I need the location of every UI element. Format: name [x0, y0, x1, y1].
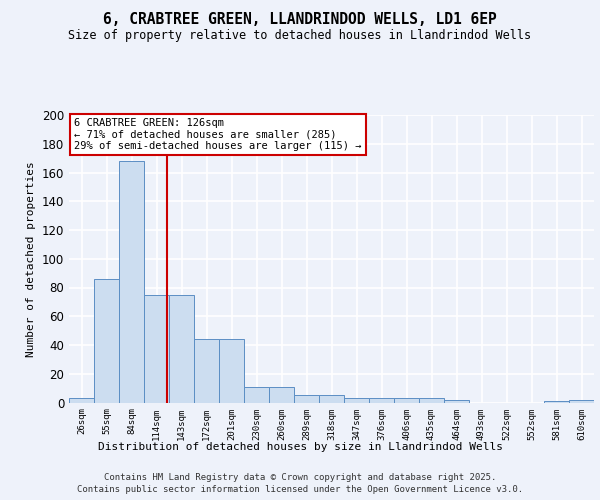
- Bar: [294, 396, 319, 402]
- Bar: [169, 294, 194, 403]
- Text: Contains public sector information licensed under the Open Government Licence v3: Contains public sector information licen…: [77, 485, 523, 494]
- Bar: [419, 398, 444, 402]
- Bar: [369, 398, 394, 402]
- Bar: [394, 398, 419, 402]
- Text: Contains HM Land Registry data © Crown copyright and database right 2025.: Contains HM Land Registry data © Crown c…: [104, 472, 496, 482]
- Bar: [194, 339, 219, 402]
- Bar: [244, 386, 269, 402]
- Bar: [544, 401, 569, 402]
- Text: 6, CRABTREE GREEN, LLANDRINDOD WELLS, LD1 6EP: 6, CRABTREE GREEN, LLANDRINDOD WELLS, LD…: [103, 12, 497, 28]
- Text: Distribution of detached houses by size in Llandrindod Wells: Distribution of detached houses by size …: [97, 442, 503, 452]
- Bar: [219, 339, 244, 402]
- Y-axis label: Number of detached properties: Number of detached properties: [26, 161, 36, 356]
- Bar: [444, 400, 469, 402]
- Bar: [144, 294, 169, 403]
- Text: 6 CRABTREE GREEN: 126sqm
← 71% of detached houses are smaller (285)
29% of semi-: 6 CRABTREE GREEN: 126sqm ← 71% of detach…: [74, 118, 362, 151]
- Bar: [269, 386, 294, 402]
- Bar: [94, 279, 119, 402]
- Bar: [119, 161, 144, 402]
- Text: Size of property relative to detached houses in Llandrindod Wells: Size of property relative to detached ho…: [68, 29, 532, 42]
- Bar: [69, 398, 94, 402]
- Bar: [569, 400, 594, 402]
- Bar: [344, 398, 369, 402]
- Bar: [319, 396, 344, 402]
